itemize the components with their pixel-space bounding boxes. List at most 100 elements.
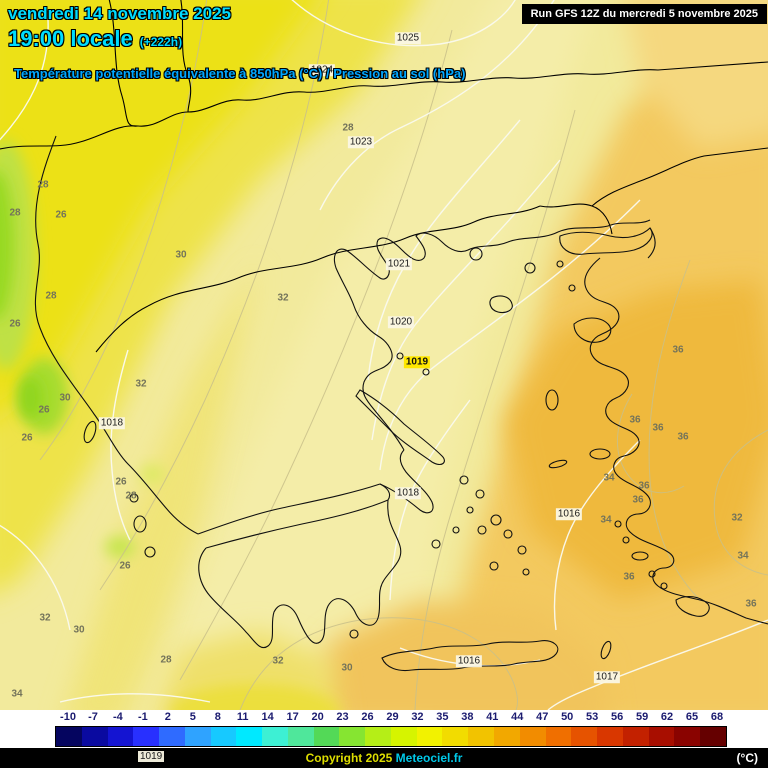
temperature-label: 28	[45, 290, 57, 302]
colorbar-tick: 5	[189, 711, 196, 723]
temperature-label: 36	[623, 571, 635, 583]
temperature-label: 26	[55, 209, 67, 221]
temperature-label: 36	[632, 494, 644, 506]
colorbar-tick: 59	[635, 711, 649, 723]
colorbar-tick: -1	[137, 711, 148, 723]
colorbar-cell	[107, 727, 134, 746]
colorbar-cell	[210, 727, 237, 746]
colorbar-tick: 47	[536, 711, 549, 723]
scale-unit: (°C)	[736, 751, 758, 765]
map-parameter-title: Température potentielle équivalente à 85…	[14, 66, 466, 81]
temperature-label: 26	[38, 404, 50, 416]
map-graphic	[0, 0, 768, 710]
temperature-label: 26	[9, 318, 21, 330]
temperature-label: 28	[342, 122, 354, 134]
temperature-label: 36	[677, 431, 689, 443]
colorbar-cell	[648, 727, 675, 746]
colorbar-tick: 68	[710, 711, 724, 723]
colorbar-cell	[339, 727, 366, 746]
color-scale: -10 -7 -4 -1 2 5 8 11 14 17 20 23 26 29 32 35 38 41 44 47 50…	[0, 710, 768, 748]
colorbar-ticks: -10 -7 -4 -1 2 5 8 11 14 17 20 23 26 29 32 35 38 41 44 47 50…	[0, 711, 768, 725]
pressure-label: 1016	[555, 508, 583, 520]
colorbar-tick: 56	[610, 711, 624, 723]
temperature-label: 30	[73, 624, 85, 636]
colorbar-tick: 44	[511, 711, 524, 723]
pressure-label: 1023	[347, 136, 375, 148]
temperature-label: 28	[9, 207, 21, 219]
colorbar-tick: 35	[436, 711, 449, 723]
map-labels: 1025 1024 28 1023 28 28 26 30 1021 28 32 1020 26 36 10…	[9, 32, 757, 700]
colorbar-cell	[416, 727, 443, 746]
map-date: vendredi 14 novembre 2025	[8, 4, 232, 23]
temperature-label: 32	[135, 378, 147, 390]
colorbar-cell	[519, 727, 546, 746]
colorbar-tick: -4	[113, 711, 123, 723]
colorbar-tick: -7	[88, 711, 98, 723]
temperature-label: 36	[745, 598, 757, 610]
colorbar-tick: 65	[685, 711, 699, 723]
temperature-label: 36	[652, 422, 664, 434]
colorbar-cell	[390, 727, 417, 746]
colorbar-tick: -10	[60, 711, 76, 723]
pressure-label: 1024	[308, 64, 336, 76]
copyright-site: Meteociel.fr	[395, 751, 463, 765]
weather-map: 1025 1024 28 1023 28 28 26 30 1021 28 32 1020 26 36 10…	[0, 0, 768, 710]
colorbar-cell	[494, 727, 520, 746]
pressure-label: 1019	[403, 356, 431, 368]
temperature-label: 36	[629, 414, 641, 426]
pressure-label: 1019	[138, 751, 165, 762]
temperature-label: 26	[119, 560, 131, 572]
temperature-label: 36	[638, 480, 650, 492]
colorbar-cell	[700, 727, 726, 746]
copyright: Copyright 2025 Meteociel.fr	[306, 751, 463, 765]
colorbar-tick: 11	[236, 711, 249, 723]
colorbar-cell	[159, 727, 185, 746]
pressure-label: 1021	[385, 258, 413, 270]
colorbar-tick: 32	[411, 711, 424, 723]
colorbar-cell	[313, 727, 340, 746]
map-time: 19:00 locale (+222h)	[8, 26, 182, 52]
colorbar-cell	[133, 727, 160, 746]
colorbar-cell	[571, 727, 598, 746]
temperature-label: 28	[125, 490, 137, 502]
colorbar-tick: 8	[214, 711, 221, 723]
temperature-label: 34	[737, 550, 749, 562]
temperature-label: 32	[731, 512, 743, 524]
temperature-label: 26	[21, 432, 33, 444]
temperature-label: 34	[11, 688, 23, 700]
colorbar-cell	[622, 727, 649, 746]
temperature-label: 30	[59, 392, 71, 404]
colorbar-cell	[365, 727, 391, 746]
colorbar-tick: 2	[164, 711, 171, 723]
temperature-label: 28	[37, 179, 49, 191]
temperature-label: 32	[39, 612, 51, 624]
colorbar-cell	[262, 727, 288, 746]
temperature-label: 26	[115, 476, 127, 488]
pressure-label: 1017	[593, 671, 621, 683]
colorbar-cell	[184, 727, 211, 746]
country-borders	[0, 0, 768, 353]
temperature-label: 30	[175, 249, 187, 261]
colorbar-tick: 20	[311, 711, 324, 723]
colorbar-tick: 29	[386, 711, 399, 723]
temperature-label: 34	[603, 472, 615, 484]
colorbar-tick: 26	[361, 711, 374, 723]
pressure-label: 1020	[387, 316, 415, 328]
colorbar-tick: 41	[486, 711, 499, 723]
colorbar-cell	[674, 727, 701, 746]
temperature-label: 36	[672, 344, 684, 356]
temperature-label: 28	[160, 654, 172, 666]
temperature-label: 34	[600, 514, 612, 526]
run-info-box: Run GFS 12Z du mercredi 5 novembre 2025	[521, 4, 767, 24]
colorbar-cell	[236, 727, 263, 746]
pressure-label: 1018	[98, 417, 126, 429]
colorbar-cell	[442, 727, 469, 746]
colorbar-tick: 14	[261, 711, 274, 723]
temperature-label: 32	[277, 292, 289, 304]
colorbar-tick: 38	[461, 711, 474, 723]
colorbar-tick: 23	[336, 711, 349, 723]
temperature-label: 30	[341, 662, 353, 674]
temperature-label: 32	[272, 655, 284, 667]
pressure-label: 1025	[394, 32, 422, 44]
